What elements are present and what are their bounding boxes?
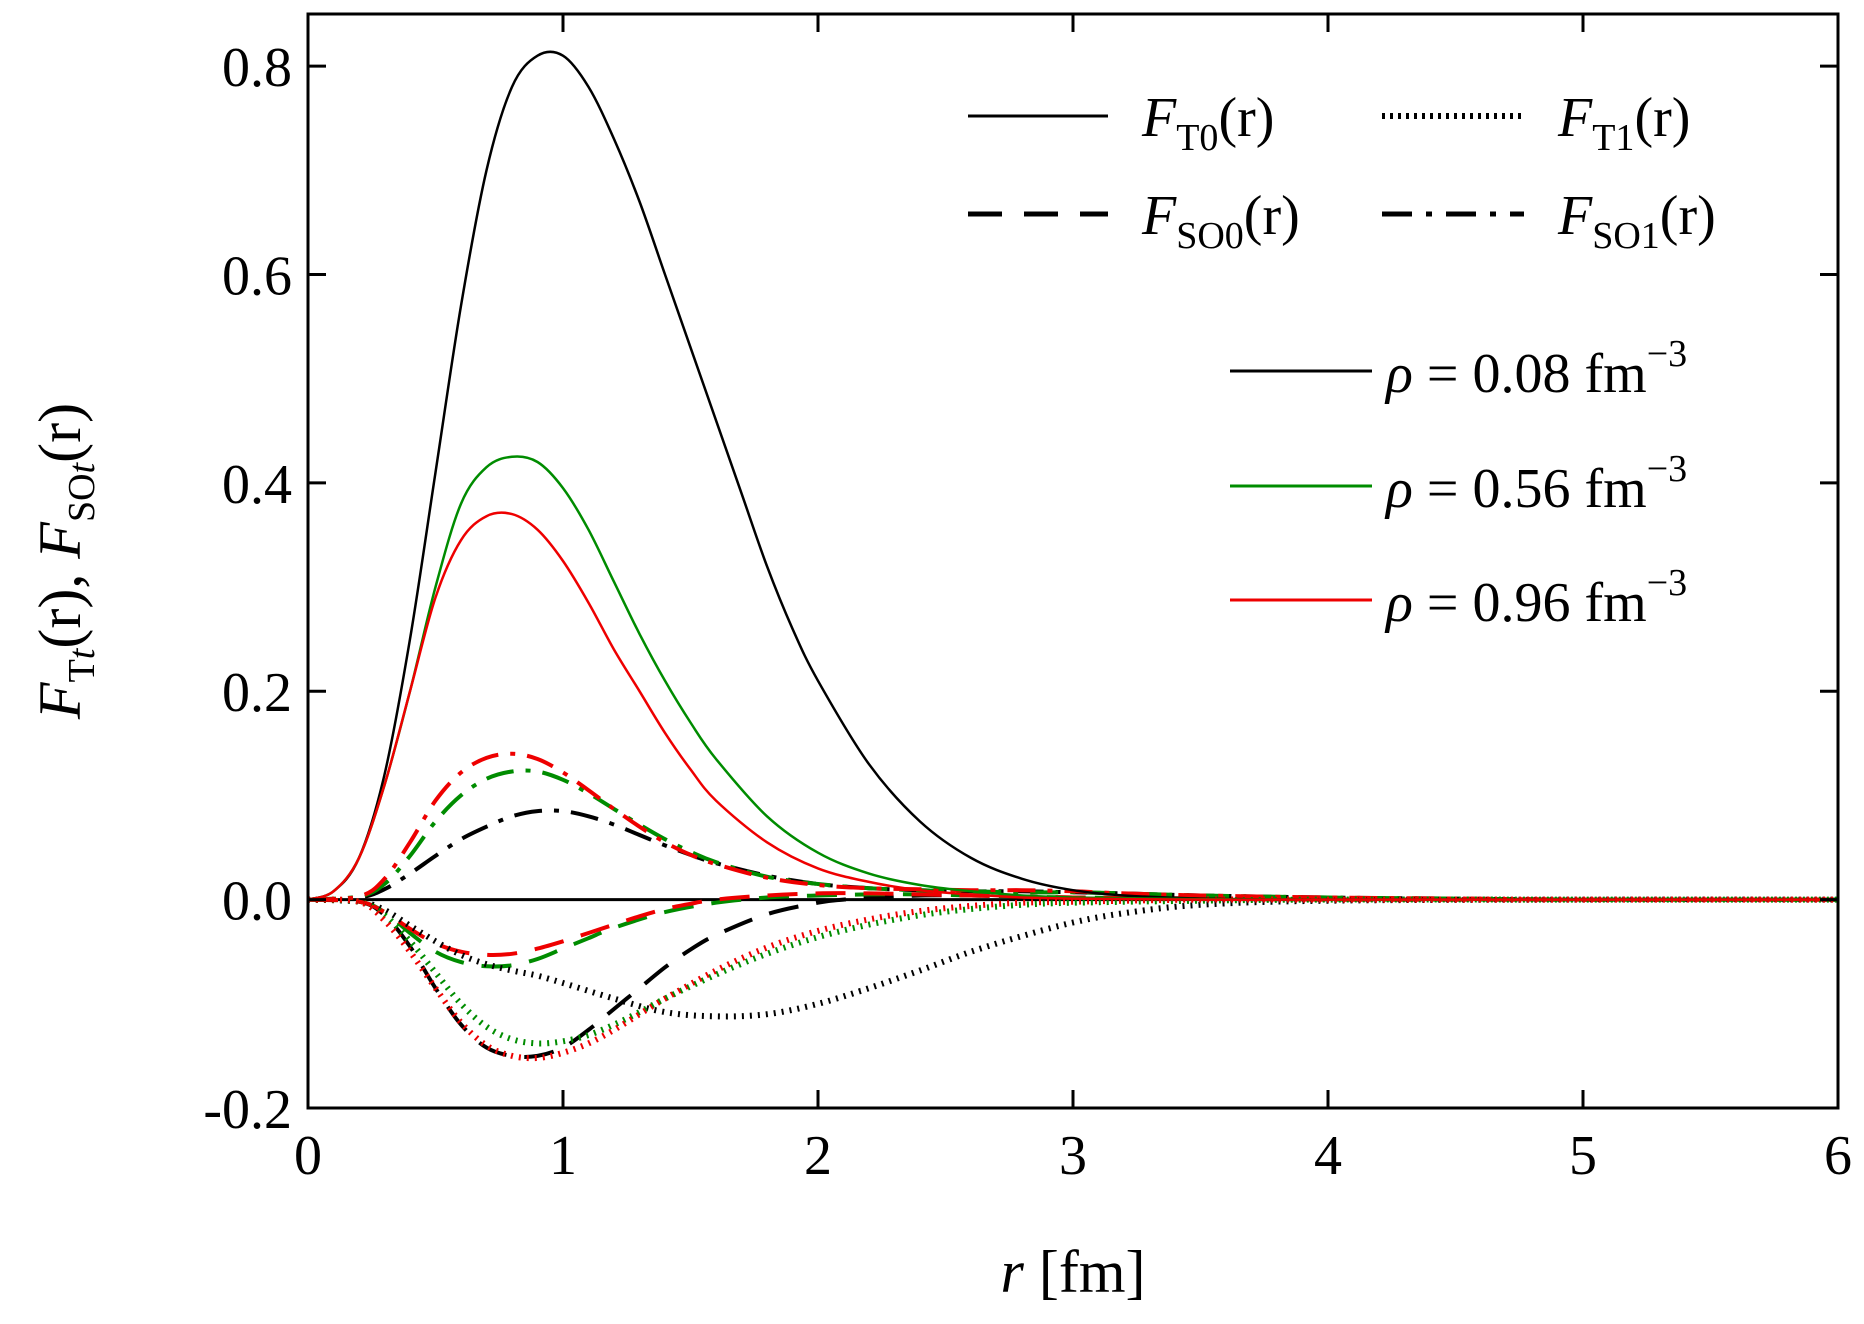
y-tick-label: 0.8: [222, 37, 292, 99]
y-label-subvar1: t: [61, 647, 103, 659]
y-tick-label: 0.4: [222, 454, 292, 516]
y-label-sub1: T: [61, 659, 103, 682]
legend-label-rho-056: ρ = 0.56 fm−3: [1384, 448, 1687, 520]
legend-label-t0: FT0(r): [1141, 87, 1274, 159]
series-so1-rho-096: [308, 751, 1838, 902]
x-tick-label: 3: [1059, 1125, 1087, 1187]
legend-label-t1: FT1(r): [1557, 87, 1690, 159]
y-label-subvar2: t: [61, 461, 103, 473]
legend-label-rho-008: ρ = 0.08 fm−3: [1384, 333, 1687, 405]
series-so1-rho-056: [308, 768, 1838, 902]
y-label-sub2: SO: [61, 473, 103, 522]
y-axis-label: FTt(r), FSOt(r): [27, 403, 103, 720]
y-label-f2: F: [27, 521, 93, 560]
series-t0-rho-056: [308, 455, 1838, 901]
y-label-arg2: (r): [27, 403, 93, 463]
x-tick-label: 0: [294, 1125, 322, 1187]
y-tick-label: 0.0: [222, 871, 292, 933]
y-label-arg1: (r): [27, 589, 93, 649]
x-axis-unit: [fm]: [1039, 1239, 1146, 1305]
x-tick-label: 6: [1824, 1125, 1852, 1187]
series-so1-rho-008: [308, 808, 1838, 902]
legend-densities: ρ = 0.08 fm−3 ρ = 0.56 fm−3 ρ = 0.96 fm−…: [1230, 333, 1687, 634]
plot-frame: [306, 12, 1840, 1110]
x-tick-label: 5: [1569, 1125, 1597, 1187]
legend-label-so0: FSO0(r): [1141, 185, 1300, 257]
legend-label-rho-096: ρ = 0.96 fm−3: [1384, 562, 1687, 634]
x-tick-label: 2: [804, 1125, 832, 1187]
y-tick-label: 0.6: [222, 245, 292, 307]
y-tick-label: 0.2: [222, 662, 292, 724]
x-tick-label: 4: [1314, 1125, 1342, 1187]
series-t1-rho-056: [308, 896, 1838, 1047]
legend-label-so1: FSO1(r): [1557, 185, 1716, 257]
y-tick-label: -0.2: [203, 1079, 292, 1141]
series-so0-rho-056: [308, 892, 1838, 969]
series-t0-rho-008: [308, 50, 1838, 901]
legend-functions: FT0(r) FT1(r) FSO0(r) FSO1(r): [968, 87, 1716, 257]
y-label-sep: ,: [27, 574, 93, 589]
y-label-f1: F: [27, 681, 93, 720]
x-tick-label: 1: [549, 1125, 577, 1187]
series-t0-rho-096: [308, 511, 1838, 901]
x-axis-var: r: [1001, 1239, 1025, 1305]
x-axis-label: r [fm]: [1001, 1239, 1146, 1305]
